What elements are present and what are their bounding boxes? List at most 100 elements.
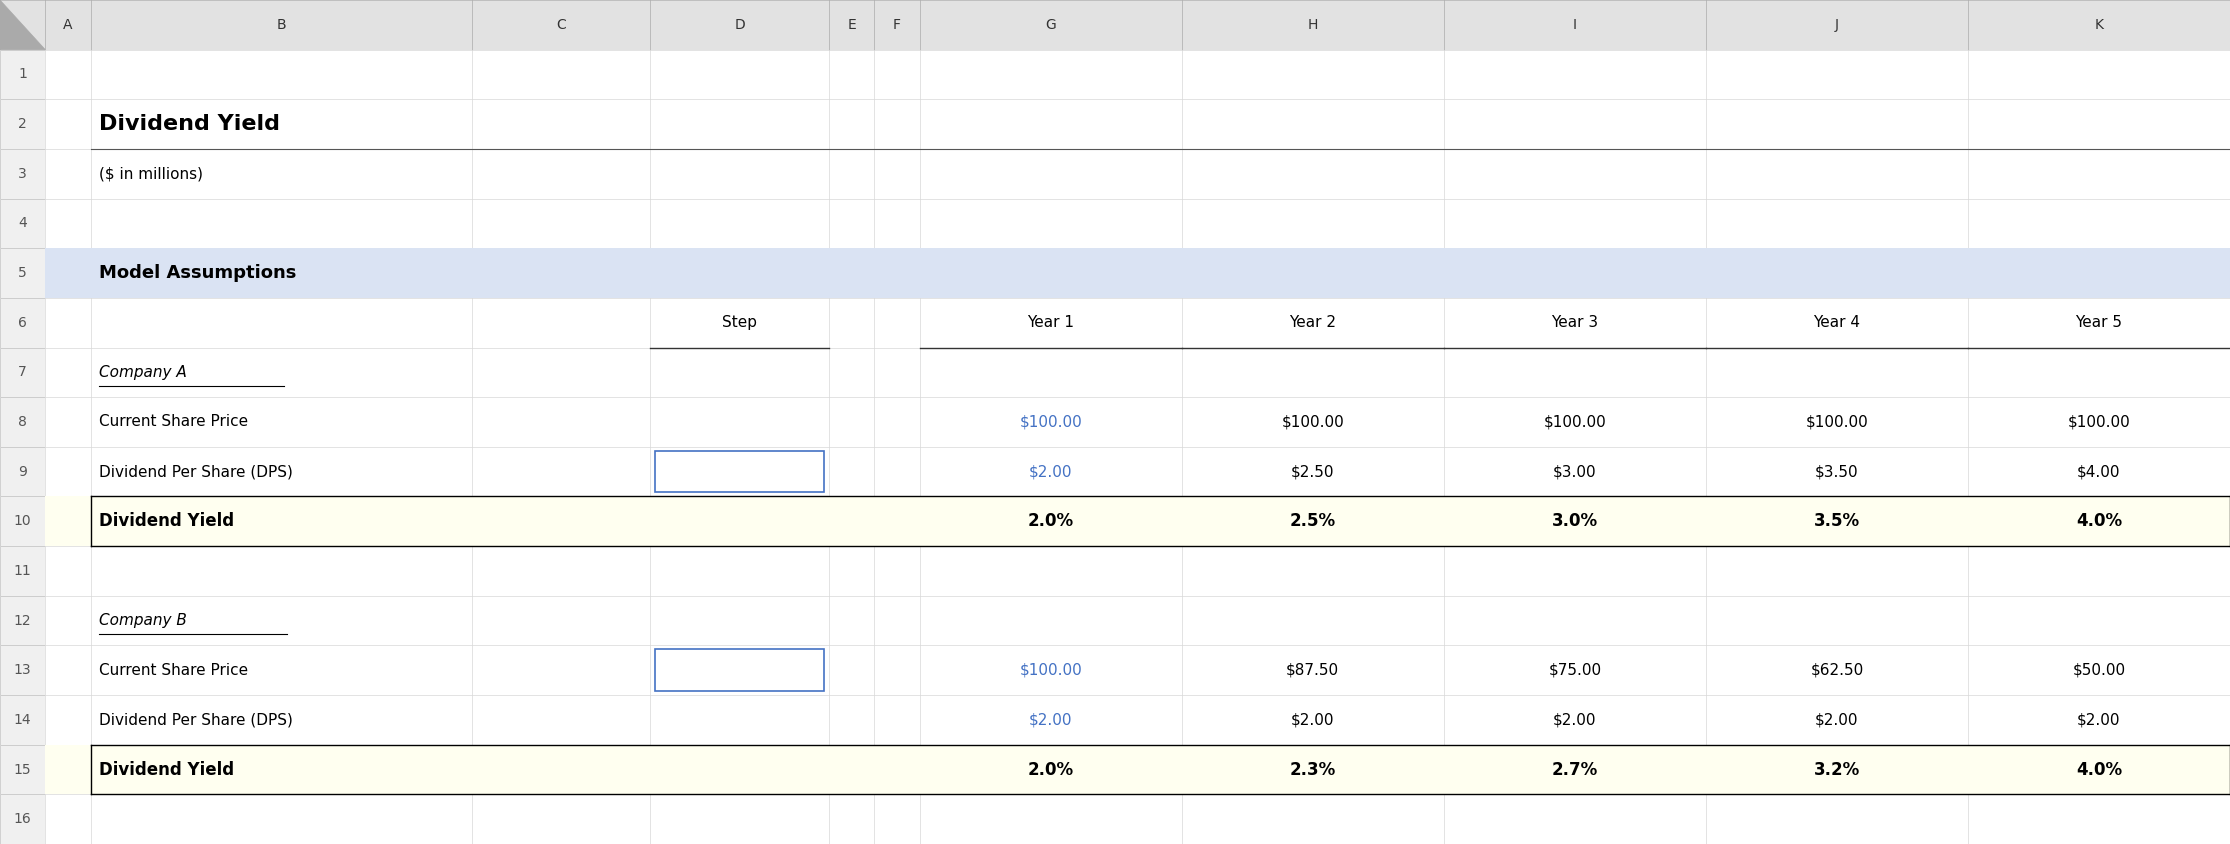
Text: G: G bbox=[1046, 18, 1057, 32]
Text: Year 3: Year 3 bbox=[1552, 315, 1599, 330]
Text: $100.00: $100.00 bbox=[1019, 663, 1082, 678]
Bar bbox=[45, 248, 2230, 298]
Text: Year 5: Year 5 bbox=[2076, 315, 2123, 330]
Text: Company B: Company B bbox=[98, 613, 187, 628]
Text: Dividend Yield: Dividend Yield bbox=[98, 760, 234, 778]
Text: 4: 4 bbox=[18, 216, 27, 230]
Bar bbox=[0, 646, 45, 695]
Text: $2.00: $2.00 bbox=[1028, 712, 1073, 728]
Bar bbox=[45, 149, 2230, 198]
Text: $3.00: $3.00 bbox=[1552, 464, 1597, 479]
Text: E: E bbox=[847, 18, 856, 32]
Bar bbox=[656, 451, 825, 492]
Text: $100.00: $100.00 bbox=[1806, 414, 1869, 430]
Bar bbox=[45, 348, 2230, 398]
Text: 2.3%: 2.3% bbox=[1289, 760, 1336, 778]
Bar bbox=[45, 744, 2230, 794]
Text: 2: 2 bbox=[18, 117, 27, 131]
Bar bbox=[0, 398, 45, 446]
Bar bbox=[0, 198, 45, 248]
Text: $3.50: $3.50 bbox=[1815, 464, 1858, 479]
Bar bbox=[45, 50, 2230, 100]
Bar bbox=[45, 100, 2230, 149]
Bar bbox=[45, 646, 2230, 695]
Bar bbox=[0, 446, 45, 496]
Bar bbox=[0, 744, 45, 794]
Text: $62.50: $62.50 bbox=[1811, 663, 1864, 678]
Text: 2.0%: 2.0% bbox=[1028, 512, 1073, 530]
Text: Company A: Company A bbox=[98, 365, 187, 380]
Text: Year 1: Year 1 bbox=[1028, 315, 1075, 330]
Text: $75.00: $75.00 bbox=[1548, 663, 1601, 678]
Text: H: H bbox=[1307, 18, 1318, 32]
Bar bbox=[45, 695, 2230, 744]
Bar bbox=[45, 298, 2230, 348]
Bar bbox=[0, 0, 2230, 50]
Text: 2.5%: 2.5% bbox=[1289, 512, 1336, 530]
Text: $2.50: $2.50 bbox=[1291, 464, 1334, 479]
Text: 3.5%: 3.5% bbox=[1813, 512, 1860, 530]
Bar bbox=[0, 248, 45, 298]
Text: $100.00: $100.00 bbox=[2067, 414, 2130, 430]
Text: B: B bbox=[277, 18, 285, 32]
Text: Step: Step bbox=[723, 315, 758, 330]
Bar bbox=[0, 50, 45, 100]
Text: 7: 7 bbox=[18, 365, 27, 379]
Text: 5: 5 bbox=[18, 266, 27, 280]
Text: 8: 8 bbox=[18, 415, 27, 429]
Bar bbox=[45, 198, 2230, 248]
Text: 3: 3 bbox=[18, 167, 27, 181]
Bar bbox=[656, 649, 825, 691]
Text: $100.00: $100.00 bbox=[1019, 414, 1082, 430]
Bar bbox=[45, 744, 2230, 794]
Text: $2.00: $2.00 bbox=[1815, 712, 1858, 728]
Bar bbox=[45, 546, 2230, 596]
Text: D: D bbox=[734, 18, 745, 32]
Text: 15: 15 bbox=[13, 762, 31, 776]
Bar bbox=[0, 546, 45, 596]
Text: Year 4: Year 4 bbox=[1813, 315, 1860, 330]
Text: F: F bbox=[892, 18, 901, 32]
Text: 1: 1 bbox=[18, 68, 27, 82]
Text: A: A bbox=[62, 18, 74, 32]
Bar bbox=[45, 248, 2230, 298]
Bar bbox=[0, 100, 45, 149]
Text: ($ in millions): ($ in millions) bbox=[98, 166, 203, 181]
Text: $2.00: $2.00 bbox=[2076, 712, 2121, 728]
Bar bbox=[0, 149, 45, 198]
Text: 2.0%: 2.0% bbox=[1028, 760, 1073, 778]
Bar bbox=[0, 794, 45, 844]
Text: Year 2: Year 2 bbox=[1289, 315, 1336, 330]
Bar bbox=[0, 348, 45, 398]
Bar bbox=[0, 695, 45, 744]
Text: 10: 10 bbox=[13, 514, 31, 528]
Bar bbox=[0, 298, 45, 348]
Bar bbox=[45, 496, 2230, 546]
Bar bbox=[45, 794, 2230, 844]
Text: 3.0%: 3.0% bbox=[1552, 512, 1599, 530]
Text: 13: 13 bbox=[13, 663, 31, 677]
Text: Model Assumptions: Model Assumptions bbox=[98, 264, 297, 282]
Polygon shape bbox=[0, 0, 45, 50]
Text: $87.50: $87.50 bbox=[1287, 663, 1340, 678]
Text: 3.2%: 3.2% bbox=[1813, 760, 1860, 778]
Text: $100.00: $100.00 bbox=[1282, 414, 1345, 430]
Bar bbox=[45, 496, 2230, 546]
Text: $4.00: $4.00 bbox=[2076, 464, 2121, 479]
Text: $2.00: $2.00 bbox=[1028, 464, 1073, 479]
Text: $2.00: $2.00 bbox=[1291, 712, 1334, 728]
Text: $2.00: $2.00 bbox=[1552, 712, 1597, 728]
Text: 9: 9 bbox=[18, 465, 27, 479]
Text: 6: 6 bbox=[18, 316, 27, 330]
Text: Dividend Yield: Dividend Yield bbox=[98, 114, 279, 134]
Text: $0.50: $0.50 bbox=[718, 464, 760, 479]
Bar bbox=[45, 596, 2230, 646]
Text: Dividend Per Share (DPS): Dividend Per Share (DPS) bbox=[98, 464, 292, 479]
Text: J: J bbox=[1835, 18, 1840, 32]
Text: 4.0%: 4.0% bbox=[2076, 760, 2123, 778]
Text: $100.00: $100.00 bbox=[1543, 414, 1606, 430]
Text: $50.00: $50.00 bbox=[2072, 663, 2125, 678]
Text: I: I bbox=[1572, 18, 1577, 32]
Text: K: K bbox=[2094, 18, 2103, 32]
Text: Dividend Per Share (DPS): Dividend Per Share (DPS) bbox=[98, 712, 292, 728]
